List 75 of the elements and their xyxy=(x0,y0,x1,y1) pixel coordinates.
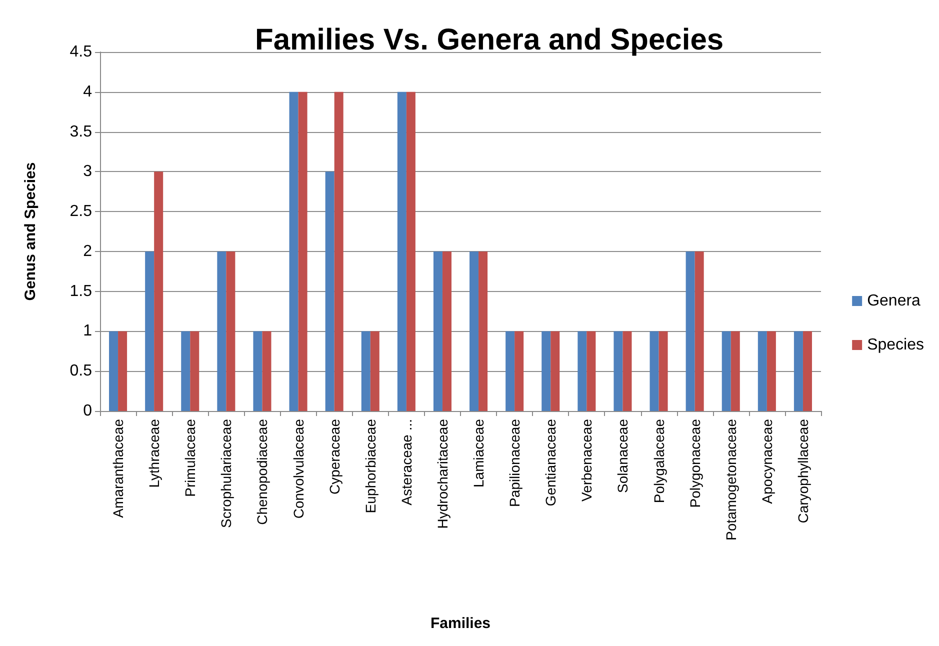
bar xyxy=(614,331,623,411)
x-axis-title: Families xyxy=(430,615,491,632)
chart-title: Families Vs. Genera and Species xyxy=(255,24,724,56)
bar xyxy=(109,331,118,411)
y-tick-label: 4 xyxy=(83,83,92,100)
x-tick-label: Cyperaceae xyxy=(326,418,342,494)
bar xyxy=(658,331,668,411)
bar xyxy=(361,331,370,411)
x-tick-label: Lythraceae xyxy=(146,418,162,488)
bar xyxy=(370,331,380,411)
bar xyxy=(730,331,740,411)
x-tick-label: Polygalaceae xyxy=(650,418,667,504)
bar xyxy=(722,331,731,411)
bar xyxy=(506,331,515,411)
bar xyxy=(289,92,298,411)
bar xyxy=(298,92,308,411)
bar xyxy=(226,251,236,411)
bar xyxy=(406,92,416,411)
bar xyxy=(794,331,803,411)
bar xyxy=(154,172,164,411)
bar xyxy=(181,331,190,411)
bar xyxy=(514,331,524,411)
legend-label: Genera xyxy=(867,292,921,310)
x-tick-label: Chenopodiaceae xyxy=(254,418,270,525)
y-tick-label: 1.5 xyxy=(70,282,92,300)
bar xyxy=(758,331,767,411)
bar xyxy=(550,331,560,411)
bar xyxy=(433,251,442,411)
bar xyxy=(118,331,128,411)
bar xyxy=(766,331,776,411)
y-tick-label: 2 xyxy=(83,242,92,260)
bar xyxy=(145,251,154,411)
x-tick-label: Convolvulaceae xyxy=(290,418,306,519)
y-tick-label: 0.5 xyxy=(70,362,92,380)
bar xyxy=(397,92,406,411)
bar xyxy=(694,251,704,411)
x-tick-label: Apocynaceae xyxy=(758,418,775,504)
bar xyxy=(253,331,262,411)
x-tick-label: Euphorbiaceae xyxy=(362,418,378,514)
x-tick-label: Gentianaceae xyxy=(542,418,559,506)
bar xyxy=(334,92,344,411)
y-tick-label: 1 xyxy=(83,322,92,340)
legend-label: Species xyxy=(867,336,924,354)
x-tick-label: Potamogetonaceae xyxy=(722,418,739,540)
bar xyxy=(478,251,488,411)
x-tick-label: Verbenaceae xyxy=(578,418,595,502)
bar xyxy=(802,331,812,411)
x-tick-label: Papilionaceae xyxy=(506,418,523,507)
y-tick-label: 2.5 xyxy=(70,203,92,220)
bar xyxy=(622,331,632,411)
x-tick-label: Amaranthaceae xyxy=(110,418,126,518)
bar xyxy=(217,251,226,411)
x-tick-label: Scrophulariaceae xyxy=(218,418,234,528)
y-tick-label: 3.5 xyxy=(70,123,92,140)
bar xyxy=(262,331,272,411)
bar xyxy=(325,172,334,411)
x-tick-label: Lamiaceae xyxy=(470,418,487,488)
y-tick-label: 0 xyxy=(83,402,92,420)
bar xyxy=(650,331,659,411)
x-tick-label: Hydrocharitaceae xyxy=(434,418,450,529)
y-tick-label: 4.5 xyxy=(70,44,92,60)
x-tick-label: Solanaceae xyxy=(614,418,631,493)
x-tick-label: Polygonaceae xyxy=(686,418,703,508)
bar xyxy=(470,251,479,411)
y-axis-title: Genus and Species xyxy=(22,162,39,301)
bar xyxy=(586,331,596,411)
bar xyxy=(542,331,551,411)
x-tick-label: Caryophyllaceae xyxy=(794,418,811,524)
y-tick-label: 3 xyxy=(83,163,92,180)
bar xyxy=(442,251,452,411)
bar xyxy=(190,331,200,411)
x-tick-label: Primulaceae xyxy=(182,418,198,497)
bar xyxy=(686,251,695,411)
x-tick-label: Asteraceae ... xyxy=(398,419,414,506)
bar xyxy=(578,331,587,411)
